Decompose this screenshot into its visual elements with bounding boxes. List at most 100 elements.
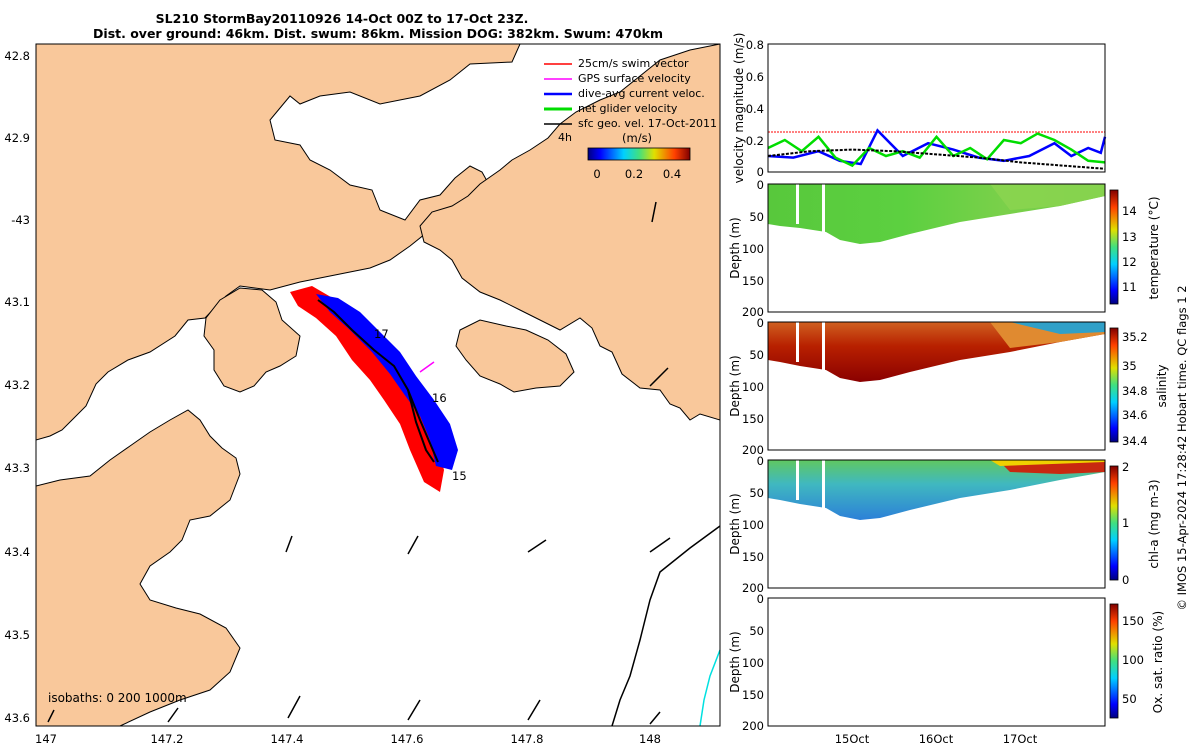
map-colorbar-tick: 0.2 bbox=[625, 167, 643, 181]
chla-cbar-tick: 0 bbox=[1122, 573, 1129, 587]
depth-tick: 100 bbox=[742, 242, 764, 256]
vel-ytick: 0.2 bbox=[746, 134, 764, 148]
legend-item: GPS surface velocity bbox=[578, 72, 691, 85]
lat-tick: 43.6 bbox=[4, 711, 30, 725]
velocity-series bbox=[767, 128, 1107, 170]
depth-tick: 150 bbox=[742, 274, 764, 288]
oxygen-ylabel: Depth (m) bbox=[728, 631, 742, 692]
lon-tick: 147.6 bbox=[391, 732, 424, 746]
oxygen-cbar-label: Ox. sat. ratio (%) bbox=[1151, 611, 1165, 713]
map-frame bbox=[35, 43, 721, 727]
salinity-frame bbox=[767, 321, 1106, 451]
temperature-cbar-tick: 13 bbox=[1122, 230, 1137, 244]
depth-tick: 0 bbox=[757, 316, 764, 330]
temperature-cbar-label: temperature (°C) bbox=[1147, 197, 1161, 300]
depth-tick: 200 bbox=[742, 581, 764, 595]
map-colorbar-tick: 0.4 bbox=[663, 167, 681, 181]
depth-tick: 50 bbox=[749, 486, 764, 500]
day-label-17: 17 bbox=[374, 327, 389, 341]
lat-tick: -43 bbox=[11, 213, 30, 227]
date-tick: 16Oct bbox=[919, 732, 954, 746]
map-colorbar bbox=[587, 147, 691, 161]
depth-tick: 150 bbox=[742, 412, 764, 426]
depth-tick: 200 bbox=[742, 305, 764, 319]
chla-ylabel: Depth (m) bbox=[728, 493, 742, 554]
chla-cbar-tick: 2 bbox=[1122, 460, 1129, 474]
chla-colorbar bbox=[1109, 465, 1119, 581]
salinity-cbar-tick: 35.2 bbox=[1122, 330, 1148, 344]
map-colorbar-title: (m/s) bbox=[622, 131, 652, 145]
salinity-panel: 0 50 100 150 200 Depth (m) 35.2 35 34.8 … bbox=[728, 316, 1169, 457]
map-legend: 25cm/s swim vector GPS surface velocity … bbox=[544, 57, 717, 181]
depth-tick: 150 bbox=[742, 688, 764, 702]
chla-frame bbox=[767, 459, 1106, 589]
lon-tick: 147.8 bbox=[511, 732, 544, 746]
legend-interval: 4h bbox=[558, 131, 572, 144]
map-panel: 17 16 15 147 147.2 147.4 147.6 147.8 bbox=[4, 43, 721, 746]
velocity-series-line bbox=[767, 132, 1106, 168]
map-colorbar-tick: 0 bbox=[593, 167, 600, 181]
velocity-frame bbox=[767, 43, 1106, 173]
lon-tick: 147.2 bbox=[151, 732, 184, 746]
legend-item: dive-avg current veloc. bbox=[578, 87, 705, 100]
lon-tick: 147 bbox=[35, 732, 57, 746]
oxygen-cbar-tick: 50 bbox=[1122, 692, 1137, 706]
temperature-panel: 0 50 100 150 200 Depth (m) 14 13 12 11 t… bbox=[728, 178, 1161, 319]
lat-tick: 43.4 bbox=[4, 545, 30, 559]
depth-tick: 200 bbox=[742, 719, 764, 733]
velocity-series-line bbox=[767, 148, 1106, 170]
vel-ytick: 0.4 bbox=[746, 102, 764, 116]
date-tick: 15Oct bbox=[835, 732, 870, 746]
lat-tick: 42.9 bbox=[4, 131, 30, 145]
salinity-cbar-tick: 35 bbox=[1122, 359, 1137, 373]
lon-tick: 147.4 bbox=[271, 732, 304, 746]
depth-tick: 0 bbox=[757, 592, 764, 606]
lat-tick: 42.8 bbox=[4, 49, 30, 63]
isobaths-label: isobaths: 0 200 1000m bbox=[48, 691, 187, 705]
chla-panel: 0 50 100 150 200 Depth (m) 2 1 0 chl-a (… bbox=[728, 454, 1161, 595]
chla-cbar-tick: 1 bbox=[1122, 516, 1129, 530]
vel-ytick: 0.8 bbox=[746, 38, 764, 52]
temperature-cbar-tick: 14 bbox=[1122, 204, 1137, 218]
oxygen-colorbar bbox=[1109, 603, 1119, 719]
lat-tick: 43.2 bbox=[4, 378, 30, 392]
velocity-ylabel: velocity magnitude (m/s) bbox=[732, 33, 746, 184]
lon-tick: 148 bbox=[639, 732, 661, 746]
chla-cbar-label: chl-a (mg m-3) bbox=[1147, 479, 1161, 568]
lat-tick: 43.5 bbox=[4, 628, 30, 642]
map-land bbox=[36, 44, 720, 726]
temperature-cbar-tick: 12 bbox=[1122, 255, 1137, 269]
salinity-cbar-tick: 34.8 bbox=[1122, 384, 1148, 398]
title-line-2: Dist. over ground: 46km. Dist. swum: 86k… bbox=[93, 26, 663, 41]
legend-item: net glider velocity bbox=[578, 102, 678, 115]
geo-velocity-arrows bbox=[47, 201, 671, 725]
salinity-cbar-label: salinity bbox=[1155, 364, 1169, 407]
depth-tick: 50 bbox=[749, 348, 764, 362]
depth-tick: 50 bbox=[749, 210, 764, 224]
isobath-200 bbox=[611, 525, 721, 727]
depth-tick: 100 bbox=[742, 380, 764, 394]
depth-tick: 50 bbox=[749, 624, 764, 638]
title-line-1: SL210 StormBay20110926 14-Oct 00Z to 17-… bbox=[156, 11, 529, 26]
vel-ytick: 0 bbox=[757, 165, 764, 179]
depth-tick: 0 bbox=[757, 454, 764, 468]
isobath-1000 bbox=[699, 649, 721, 727]
depth-tick: 100 bbox=[742, 518, 764, 532]
velocity-panel: 0.8 0.6 0.4 0.2 0 velocity magnitude (m/… bbox=[732, 33, 1107, 184]
lat-tick: 43.3 bbox=[4, 461, 30, 475]
map-lon-ticks: 147 147.2 147.4 147.6 147.8 148 bbox=[35, 732, 661, 746]
oxygen-frame bbox=[767, 597, 1106, 727]
salinity-ylabel: Depth (m) bbox=[728, 355, 742, 416]
temperature-colorbar bbox=[1109, 189, 1119, 305]
salinity-cbar-tick: 34.4 bbox=[1122, 434, 1148, 448]
salinity-cbar-tick: 34.6 bbox=[1122, 408, 1148, 422]
vel-ytick: 0.6 bbox=[746, 70, 764, 84]
temperature-cbar-tick: 11 bbox=[1122, 280, 1137, 294]
day-label-16: 16 bbox=[432, 391, 447, 405]
glider-track: 17 16 15 bbox=[290, 286, 467, 492]
temperature-frame bbox=[767, 183, 1106, 313]
oxygen-cbar-tick: 100 bbox=[1122, 653, 1144, 667]
depth-tick: 200 bbox=[742, 443, 764, 457]
oxygen-cbar-tick: 150 bbox=[1122, 614, 1144, 628]
